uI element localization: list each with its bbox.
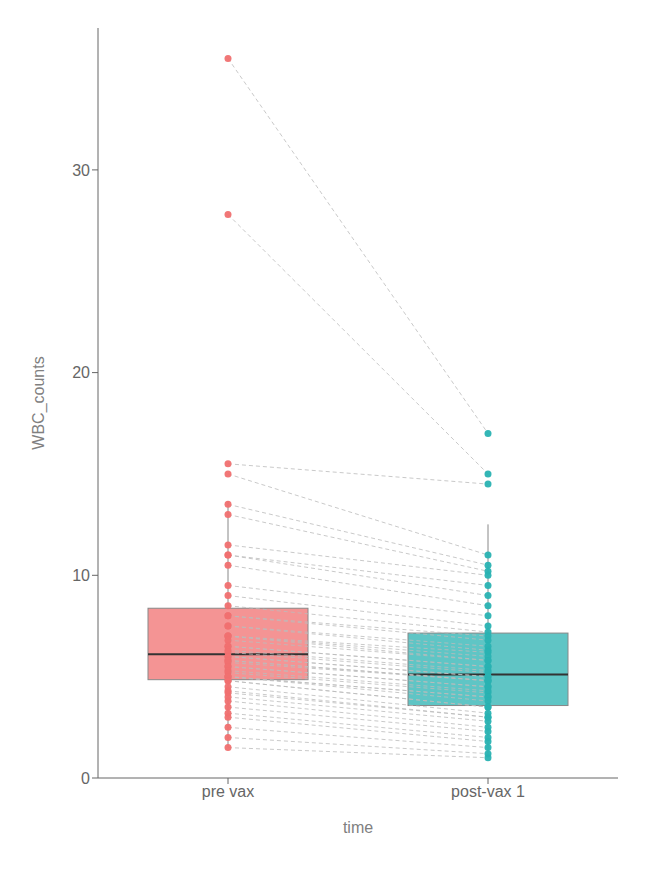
svg-text:WBC_counts: WBC_counts	[30, 356, 48, 449]
svg-text:0: 0	[81, 770, 90, 787]
svg-text:30: 30	[72, 162, 90, 179]
svg-text:post-vax 1: post-vax 1	[451, 783, 525, 800]
svg-text:time: time	[343, 819, 373, 836]
svg-text:20: 20	[72, 364, 90, 381]
svg-text:pre vax: pre vax	[202, 783, 254, 800]
svg-text:10: 10	[72, 567, 90, 584]
